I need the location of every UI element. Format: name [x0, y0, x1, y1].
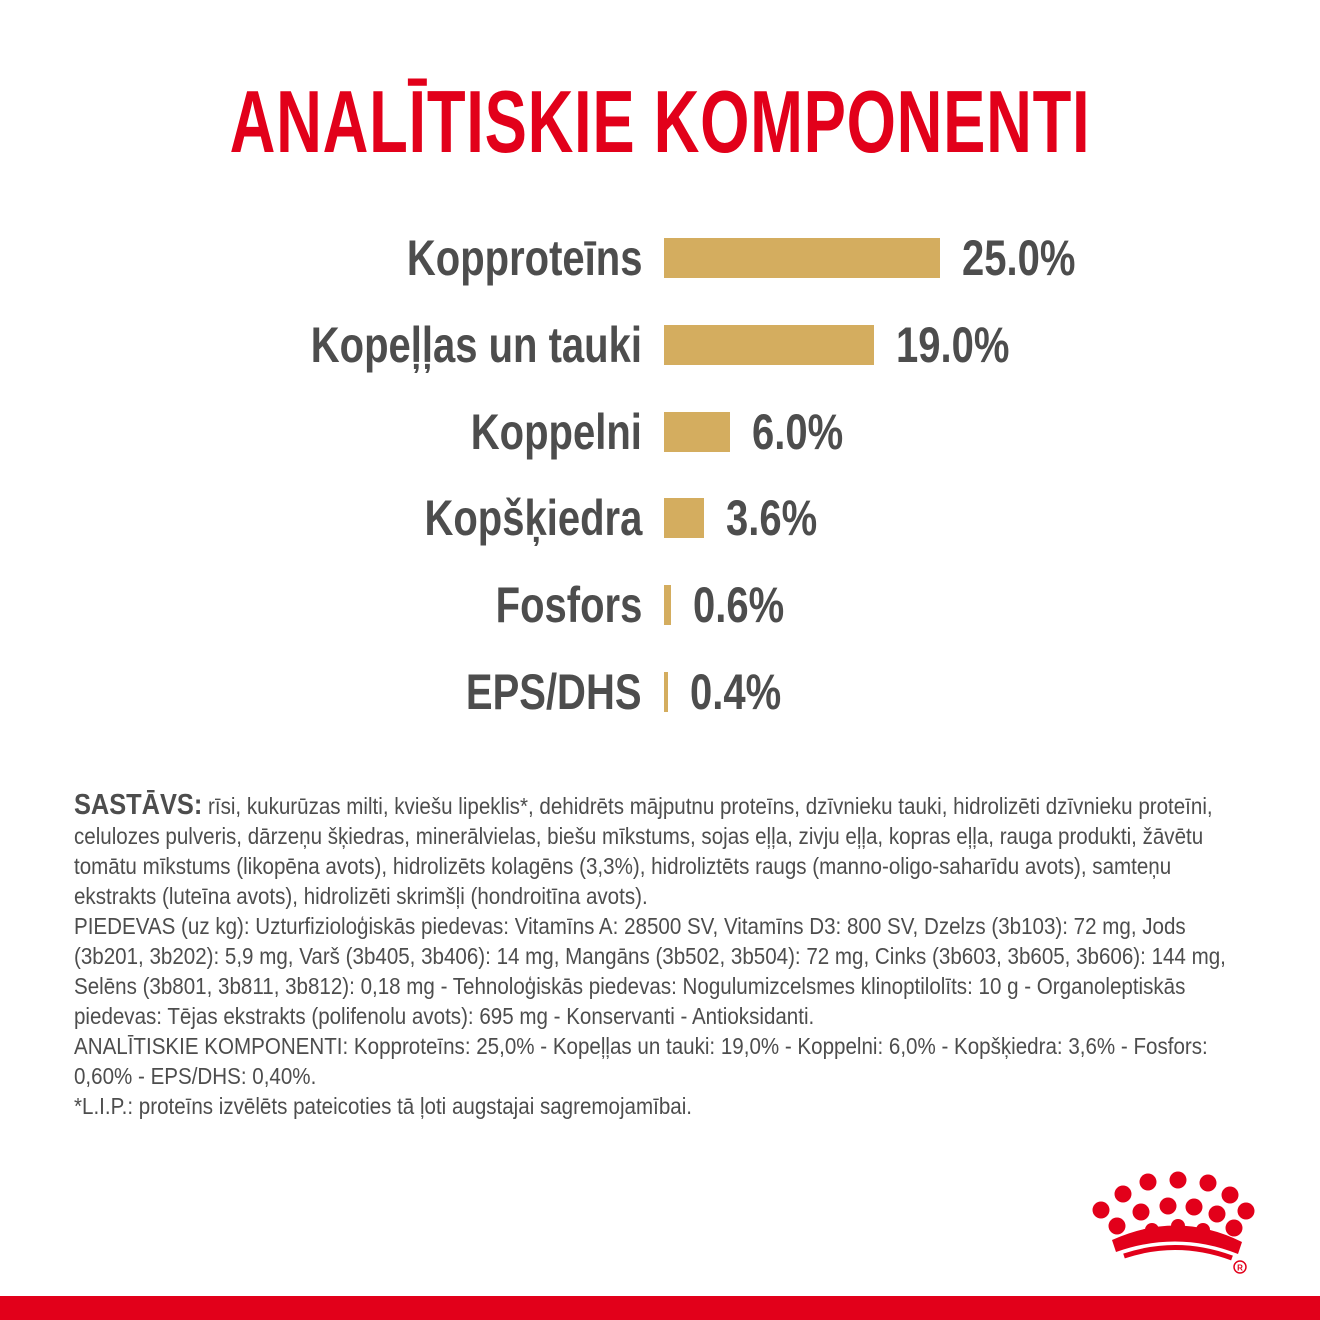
bottom-red-band — [0, 1296, 1320, 1320]
category-label: Kopproteīns — [406, 230, 642, 286]
composition-lead: SASTĀVS: — [74, 789, 203, 821]
category-label: Kopeļļas un tauki — [310, 316, 642, 373]
bar — [664, 498, 704, 539]
analytical-paragraph: ANALĪTISKIE KOMPONENTI: Kopproteīns: 25,… — [74, 1033, 1208, 1089]
footnote-paragraph: *L.I.P.: proteīns izvēlēts pateicoties t… — [74, 1093, 692, 1119]
bar — [664, 585, 671, 626]
chart-row: Kopeļļas un tauki 19.0% — [0, 315, 1320, 375]
bar — [664, 672, 669, 712]
chart-row: Kopšķiedra 3.6% — [0, 488, 1320, 548]
category-label: Kopšķiedra — [424, 490, 642, 547]
bar — [664, 411, 731, 452]
ingredients-text: rīsi, kukurūzas milti, kviešu lipeklis*,… — [74, 793, 1213, 909]
registered-icon: R — [1233, 1260, 1247, 1274]
value-label: 19.0% — [895, 316, 1010, 373]
value-label: 6.0% — [752, 403, 844, 460]
chart-row: Kopproteīns 25.0% — [0, 228, 1320, 288]
bar — [664, 324, 874, 365]
category-label: Koppelni — [470, 403, 642, 460]
value-label: 0.4% — [690, 664, 782, 720]
category-label: Fosfors — [495, 577, 642, 634]
crown-logo-icon: R — [1092, 1171, 1255, 1274]
svg-text:R: R — [1237, 1264, 1243, 1273]
ingredients-paragraph: SASTĀVS: rīsi, kukurūzas milti, kviešu l… — [74, 790, 1247, 911]
value-label: 25.0% — [962, 230, 1076, 286]
category-label: EPS/DHS — [466, 664, 642, 720]
bar — [664, 238, 940, 278]
value-label: 3.6% — [725, 490, 817, 547]
page-title: ANALĪTISKIE KOMPONENTI — [229, 72, 1091, 171]
value-label: 0.6% — [692, 577, 784, 634]
additives-paragraph: PIEDEVAS (uz kg): Uzturfizioloģiskās pie… — [74, 913, 1226, 1029]
composition-text: SASTĀVS: rīsi, kukurūzas milti, kviešu l… — [74, 790, 1247, 1121]
chart-row: EPS/DHS 0.4% — [0, 662, 1320, 722]
chart-row: Fosfors 0.6% — [0, 575, 1320, 635]
analytical-components-chart: Kopproteīns 25.0% Kopeļļas un tauki 19.0% Ko… — [0, 228, 1320, 722]
chart-row: Koppelni 6.0% — [0, 402, 1320, 462]
